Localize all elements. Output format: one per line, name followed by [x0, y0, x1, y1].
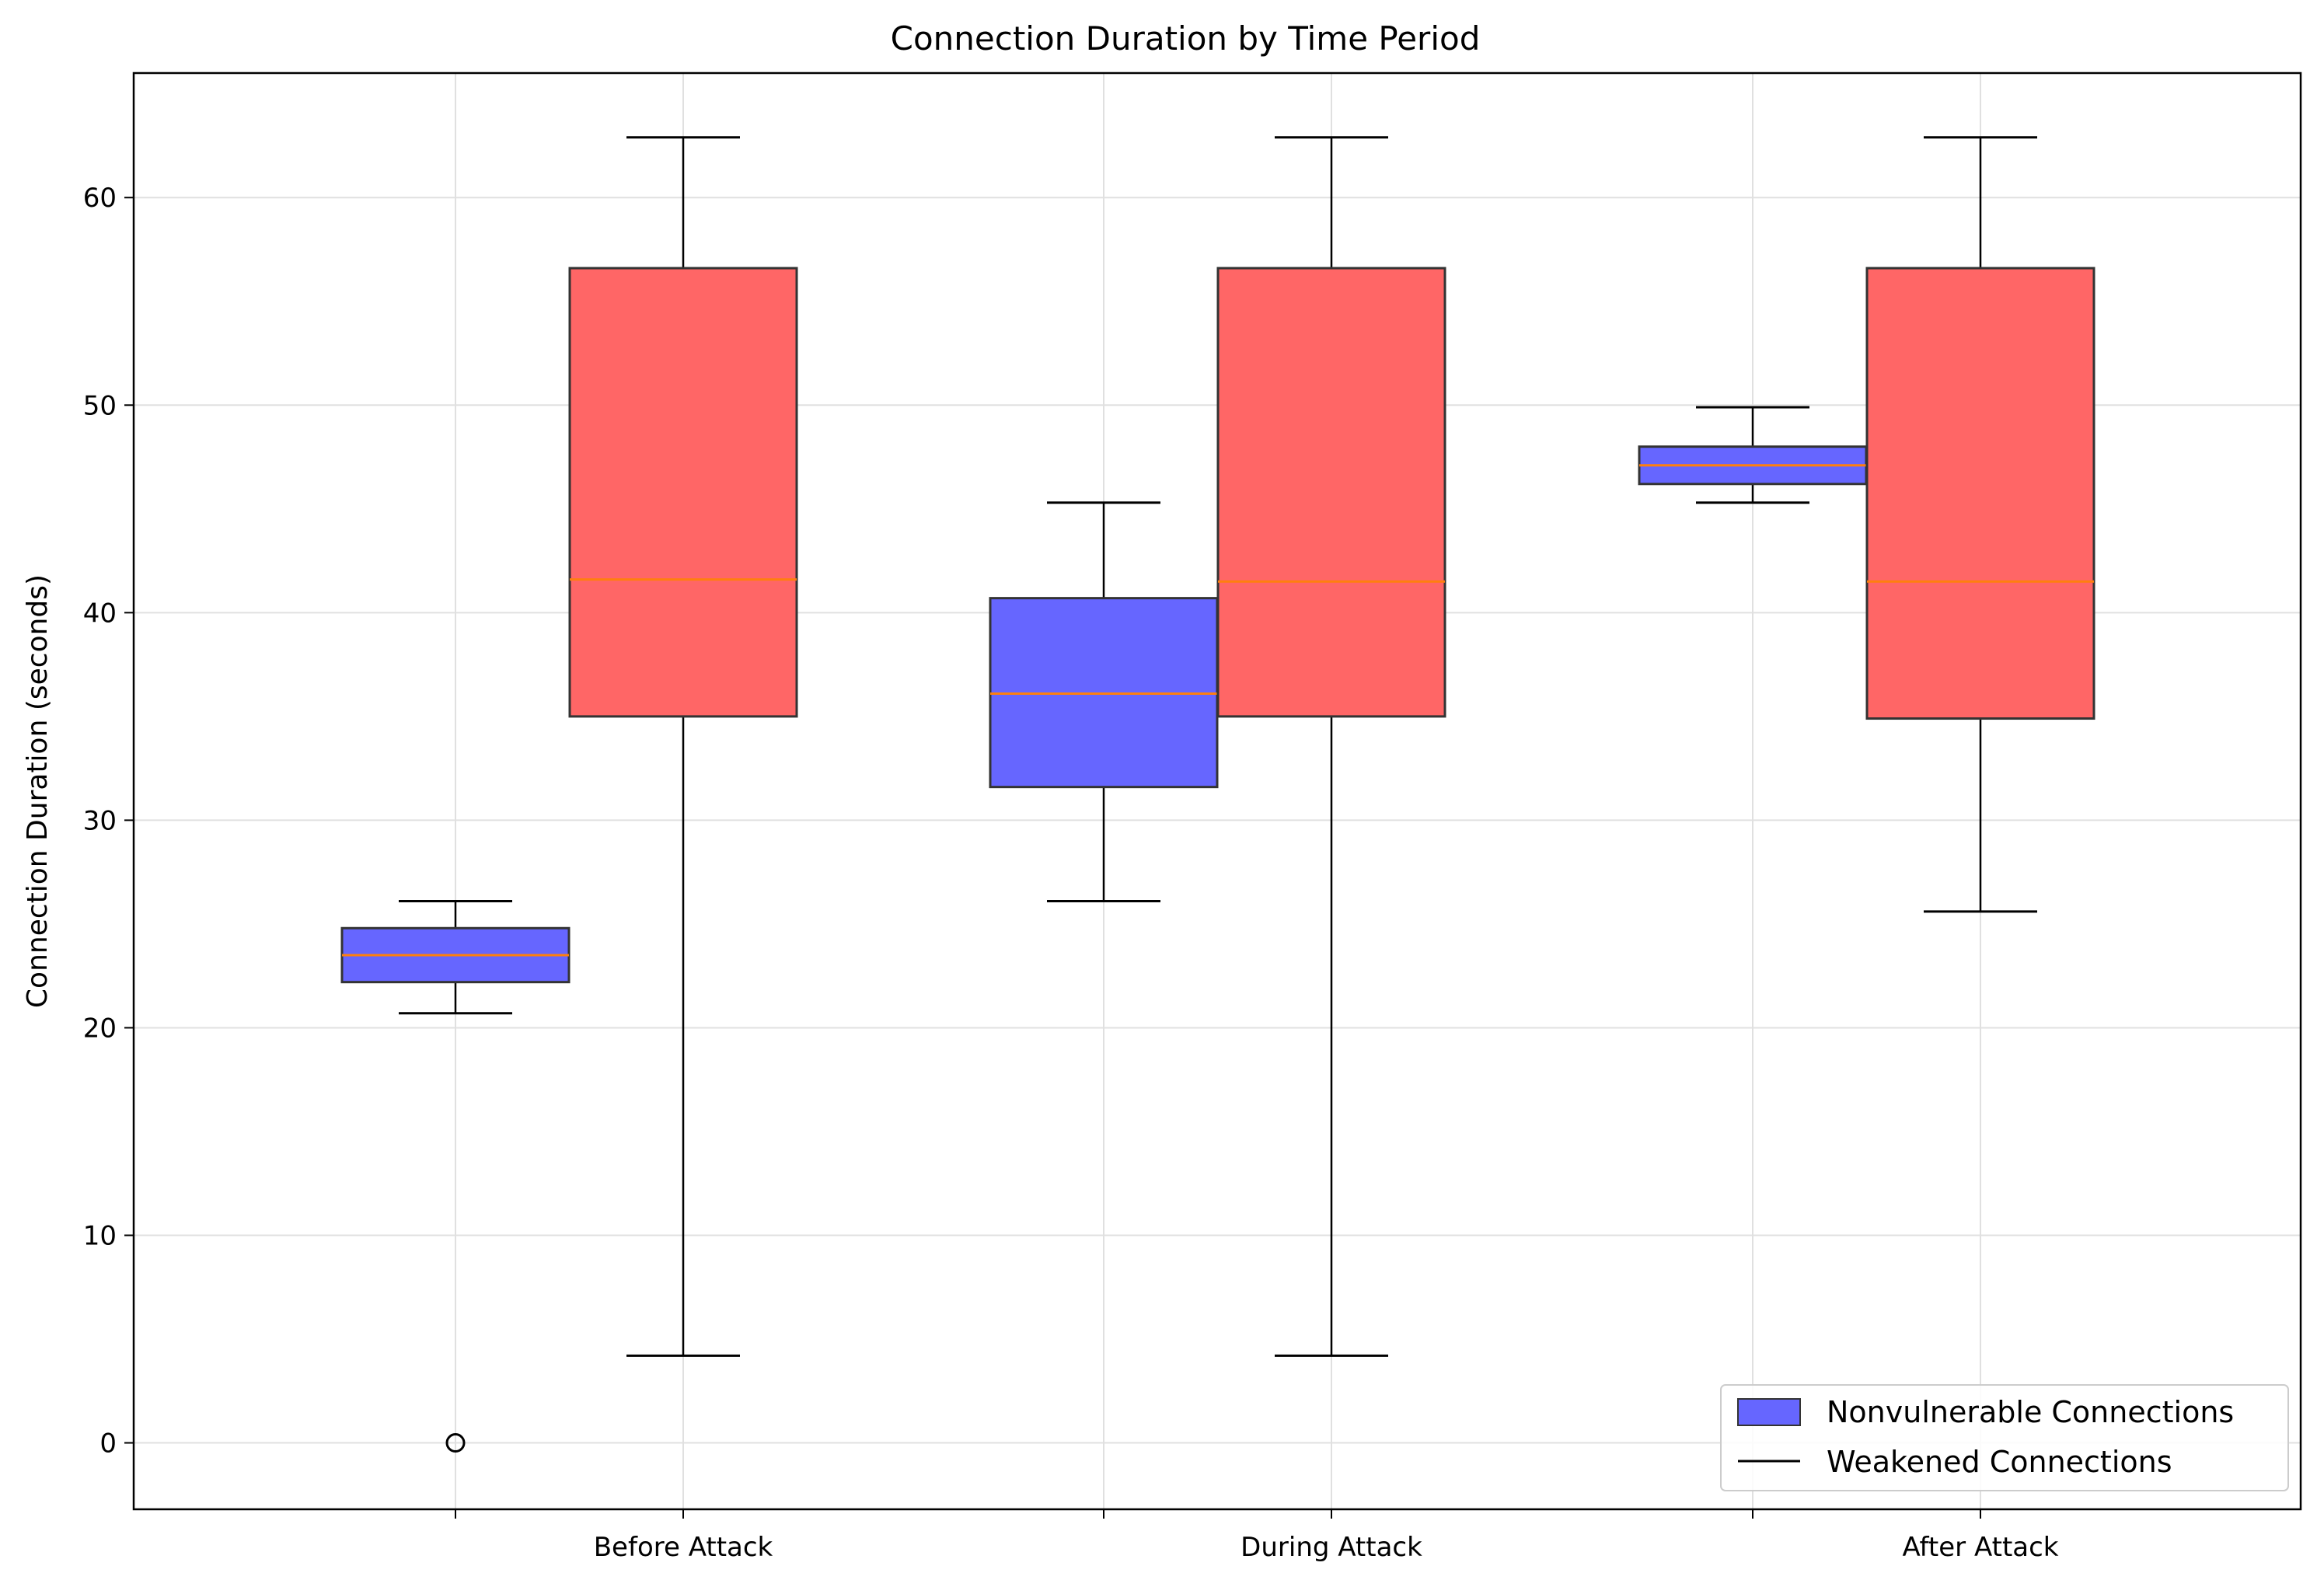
- outlier-point: [445, 1433, 466, 1453]
- box-iqr: [568, 267, 798, 718]
- box-plots: [340, 136, 2095, 1453]
- y-tick-label: 40: [83, 598, 117, 629]
- box-plot-nonvulnerable: [989, 501, 1219, 903]
- x-tick-label: During Attack: [1241, 1532, 1422, 1563]
- box-iqr: [1216, 267, 1446, 718]
- box-plot-nonvulnerable: [1638, 406, 1868, 504]
- y-axis-label: Connection Duration (seconds): [22, 574, 54, 1008]
- y-tick-label: 60: [83, 183, 117, 214]
- y-tick-label: 30: [83, 805, 117, 836]
- box-plot-nonvulnerable: [340, 900, 571, 1453]
- y-tick-label: 0: [99, 1428, 117, 1460]
- y-tick-label: 20: [83, 1013, 117, 1044]
- box-iqr: [1865, 267, 2095, 720]
- y-tick-label: 50: [83, 390, 117, 421]
- box-plot-weakened: [1865, 136, 2095, 913]
- box-plot-weakened: [568, 136, 798, 1357]
- x-axis-ticks: Before Attack During Attack After Attack: [455, 1509, 2059, 1563]
- plot-frame: [132, 72, 2302, 1511]
- legend-frame: [1720, 1384, 2289, 1491]
- legend-swatch-nonvulnerable: [1737, 1398, 1801, 1426]
- legend-label-nonvulnerable: Nonvulnerable Connections: [1827, 1395, 2234, 1429]
- chart-title: Connection Duration by Time Period: [891, 19, 1481, 58]
- box-plot-weakened: [1216, 136, 1446, 1357]
- x-tick-label: Before Attack: [594, 1532, 773, 1563]
- x-tick-label: After Attack: [1903, 1532, 2059, 1563]
- y-axis-ticks: 0 10 20 30 40 50 60: [83, 183, 134, 1460]
- legend: Nonvulnerable Connections Weakened Conne…: [1720, 1384, 2289, 1491]
- y-tick-label: 10: [83, 1220, 117, 1251]
- legend-label-weakened: Weakened Connections: [1827, 1445, 2172, 1479]
